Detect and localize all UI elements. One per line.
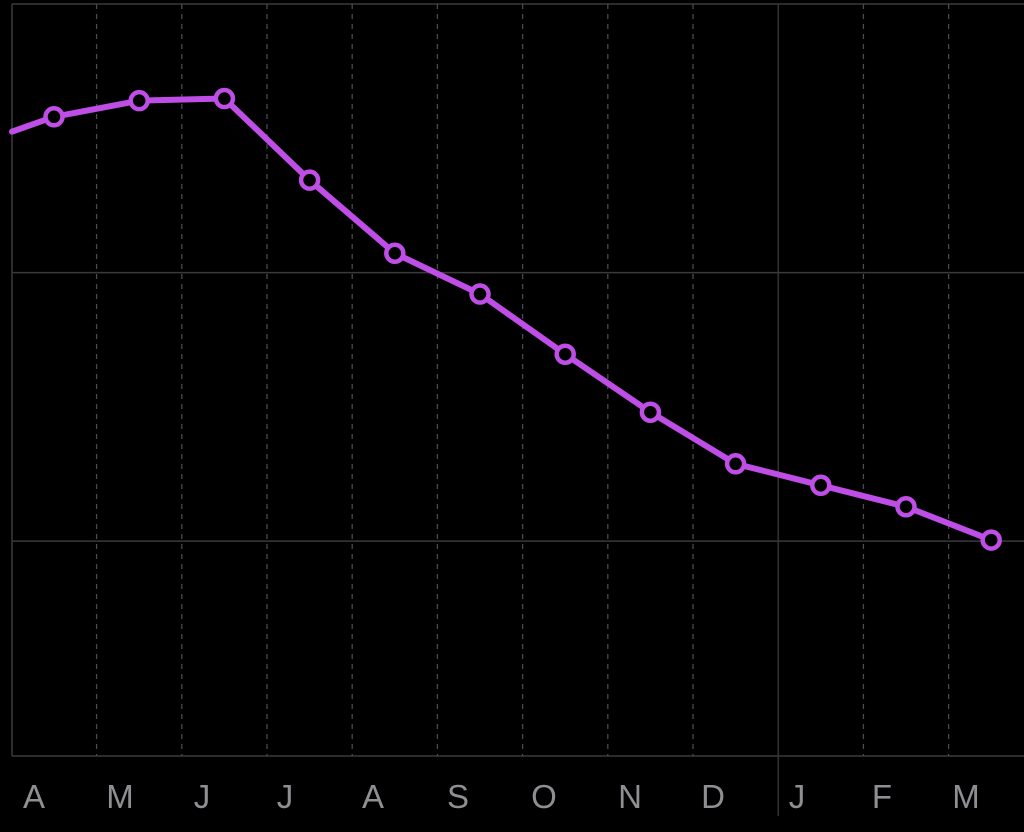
data-point-11 [980, 529, 1002, 551]
x-tick-label-7: N [618, 778, 642, 815]
data-point-10 [895, 496, 917, 518]
data-point-2 [213, 87, 236, 110]
x-tick-label-6: O [531, 778, 557, 815]
x-tick-label-10: F [872, 778, 892, 815]
data-point-3 [298, 169, 321, 191]
data-point-1 [128, 89, 150, 112]
data-point-7 [639, 401, 662, 423]
data-point-5 [469, 283, 491, 305]
x-tick-label-3: J [277, 778, 294, 815]
series-line [9, 95, 995, 544]
x-tick-label-4: A [362, 778, 384, 815]
x-tick-label-1: M [106, 778, 134, 815]
grid-layer [11, 3, 1024, 816]
x-tick-label-9: J [789, 778, 806, 815]
marker-layer [43, 87, 1002, 551]
x-tick-label-8: D [701, 778, 725, 815]
series-layer [9, 95, 995, 544]
data-point-8 [724, 453, 747, 475]
x-tick-label-11: M [952, 778, 980, 815]
x-tick-label-5: S [447, 778, 469, 815]
data-point-6 [554, 343, 576, 365]
data-point-0 [43, 106, 65, 128]
x-tick-label-0: A [23, 778, 45, 815]
data-point-9 [810, 474, 832, 497]
x-tick-label-2: J [194, 778, 211, 815]
data-point-4 [384, 242, 406, 264]
